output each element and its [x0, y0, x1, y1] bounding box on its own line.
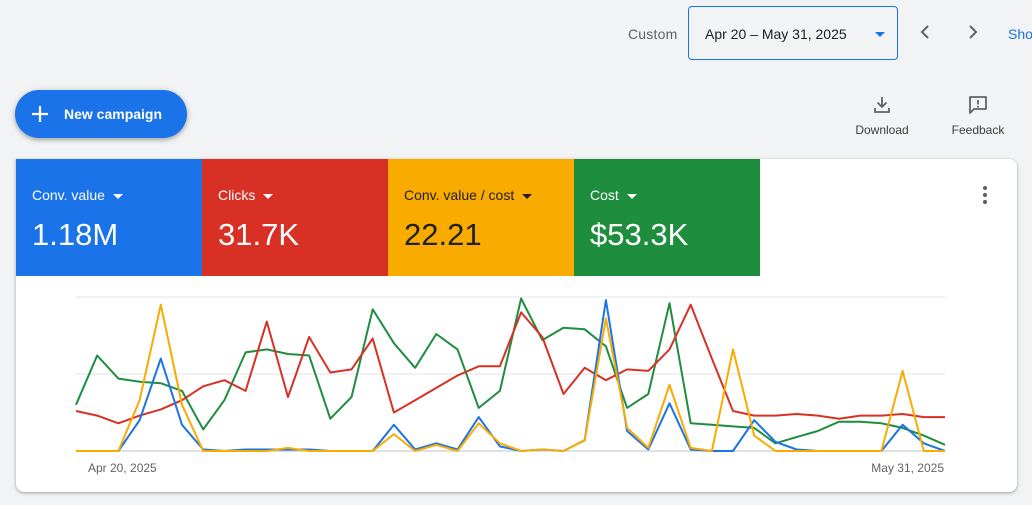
new-campaign-button[interactable]: New campaign	[15, 90, 187, 138]
new-campaign-label: New campaign	[64, 106, 163, 122]
performance-line-chart: Apr 20, 2025 May 31, 2025	[75, 296, 946, 475]
feedback-button[interactable]: Feedback	[947, 95, 1009, 137]
metric-name[interactable]: Conv. value / cost	[404, 187, 533, 203]
metric-name[interactable]: Conv. value	[32, 187, 123, 203]
plus-icon	[32, 106, 48, 122]
metric-name[interactable]: Cost	[590, 187, 637, 203]
chevron-right-icon[interactable]	[961, 20, 985, 44]
x-tick-label-start: Apr 20, 2025	[88, 461, 157, 475]
dropdown-arrow-icon	[522, 193, 533, 199]
date-range-picker[interactable]: Apr 20 – May 31, 2025	[688, 6, 898, 60]
dropdown-arrow-icon	[626, 193, 637, 199]
dropdown-arrow-icon	[875, 32, 885, 37]
feedback-icon	[969, 96, 987, 114]
series-line-0	[76, 299, 946, 452]
dropdown-arrow-icon	[263, 193, 274, 199]
custom-range-label: Custom	[628, 26, 678, 42]
series-line-2	[76, 303, 945, 452]
download-button[interactable]: Download	[851, 95, 913, 137]
download-label: Download	[855, 123, 909, 137]
show-link[interactable]: Show	[1008, 26, 1032, 42]
metric-tile-conv-value-cost[interactable]: Conv. value / cost 22.21	[388, 159, 574, 276]
metric-value: $53.3K	[590, 217, 689, 252]
download-icon	[874, 97, 890, 113]
chevron-left-icon[interactable]	[913, 20, 937, 44]
metric-name[interactable]: Clicks	[218, 187, 274, 203]
metric-tile-cost[interactable]: Cost $53.3K	[574, 159, 760, 276]
x-tick-label-end: May 31, 2025	[871, 461, 944, 475]
metric-value: 31.7K	[218, 217, 300, 252]
date-range-text: Apr 20 – May 31, 2025	[705, 26, 847, 42]
metric-value: 1.18M	[32, 217, 119, 252]
metric-tile-clicks[interactable]: Clicks 31.7K	[202, 159, 388, 276]
metric-value: 22.21	[404, 217, 482, 252]
more-vert-icon[interactable]	[976, 183, 994, 207]
performance-card: Conv. value 1.18M Clicks 31.7K Conv. val…	[16, 159, 1017, 492]
feedback-label: Feedback	[951, 123, 1005, 137]
metric-tile-conv-value[interactable]: Conv. value 1.18M	[16, 159, 202, 276]
series-line-3	[75, 297, 946, 446]
dropdown-arrow-icon	[112, 193, 123, 199]
series-line-1	[75, 303, 945, 425]
